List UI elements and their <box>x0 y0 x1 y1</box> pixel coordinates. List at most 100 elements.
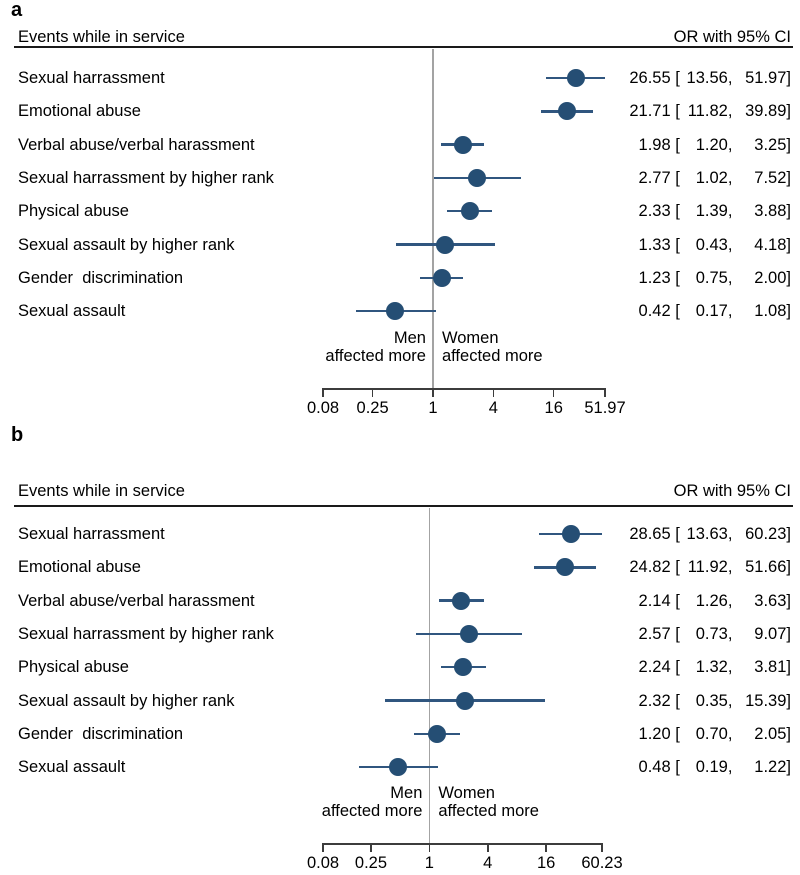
or-value: 2.57 <box>638 624 671 643</box>
x-axis-tick <box>604 388 606 397</box>
x-axis-tick <box>545 843 547 852</box>
ci-upper: 1.08 <box>754 302 787 321</box>
bracket-close: ] <box>786 268 791 287</box>
or-ci-column-header: OR with 95% CI <box>673 482 791 500</box>
ci-lower: 1.26 <box>695 591 728 610</box>
x-axis-tick <box>552 388 555 397</box>
bracket-close: ] <box>786 558 791 577</box>
row-label: Sexual harrassment <box>18 69 165 87</box>
x-axis-tick-label: 4 <box>488 399 498 417</box>
comma: , <box>727 658 733 677</box>
comma: , <box>727 302 733 321</box>
or-value: 28.65 <box>629 525 671 543</box>
or-ci-value: 1.20 [0.70, 2.05] <box>623 723 791 745</box>
row-label: Sexual assault <box>18 302 126 321</box>
or-value: 2.77 <box>638 168 671 187</box>
annot-line1: Women <box>438 784 495 802</box>
bracket-close: ] <box>786 235 791 254</box>
ci-lower: 0.35 <box>695 691 728 710</box>
comma: , <box>727 591 733 610</box>
or-ci-value: 2.32 [0.35, 15.39] <box>623 690 791 712</box>
bracket-open: [ <box>670 624 680 643</box>
events-column-header: Events while in service <box>18 482 185 500</box>
ci-upper: 39.89 <box>745 102 787 121</box>
x-axis-tick-label: 0.25 <box>356 399 389 417</box>
bracket-open: [ <box>670 135 680 154</box>
ci-upper: 7.52 <box>754 168 787 187</box>
comma: , <box>727 624 733 643</box>
or-marker <box>561 525 580 543</box>
ci-upper: 51.66 <box>745 558 787 577</box>
comma: , <box>727 525 733 543</box>
x-axis-tick-label: 0.08 <box>306 399 340 417</box>
x-axis-tick-label: 16 <box>536 854 556 872</box>
bracket-close: ] <box>786 102 791 121</box>
x-axis-tick <box>428 843 431 852</box>
or-marker <box>454 658 473 677</box>
ci-upper: 1.22 <box>754 758 787 777</box>
x-axis-tick-label: 0.25 <box>354 854 388 872</box>
bracket-open: [ <box>670 168 680 187</box>
bracket-close: ] <box>786 758 791 777</box>
row-label: Verbal abuse/verbal harassment <box>18 591 255 610</box>
row-label: Sexual assault by higher rank <box>18 691 235 710</box>
or-value: 1.20 <box>638 724 671 743</box>
bracket-close: ] <box>786 658 791 677</box>
or-ci-value: 1.98 [1.20, 3.25] <box>623 134 791 156</box>
comma: , <box>727 168 733 187</box>
row-label: Sexual assault by higher rank <box>18 235 235 254</box>
or-ci-value: 2.77 [1.02, 7.52] <box>623 167 791 189</box>
or-marker <box>453 135 472 154</box>
comma: , <box>727 558 733 577</box>
row-label: Physical abuse <box>18 202 129 221</box>
or-ci-value: 26.55 [13.56, 51.97] <box>623 67 791 89</box>
or-value: 0.42 <box>638 302 671 321</box>
or-ci-value: 0.48 [0.19, 1.22] <box>623 756 791 778</box>
ci-upper: 3.63 <box>754 591 787 610</box>
reference-line-or-1 <box>432 49 434 388</box>
ci-lower: 1.20 <box>695 135 728 154</box>
or-marker <box>468 168 487 187</box>
or-marker <box>436 235 455 254</box>
ci-lower: 11.92 <box>687 558 728 577</box>
bracket-close: ] <box>786 202 791 221</box>
or-value: 21.71 <box>629 102 671 121</box>
ci-upper: 3.88 <box>754 202 787 221</box>
annot-line1: Men <box>393 329 426 347</box>
ci-upper: 4.18 <box>754 235 787 254</box>
bracket-open: [ <box>670 758 680 777</box>
ci-upper: 3.25 <box>754 135 787 154</box>
comma: , <box>727 69 733 87</box>
bracket-open: [ <box>670 69 680 87</box>
row-label: Sexual harrassment <box>18 525 165 543</box>
or-marker <box>555 558 574 577</box>
row-label: Gender discrimination <box>18 724 184 743</box>
or-marker <box>460 624 479 643</box>
x-axis-tick-label: 51.97 <box>584 399 626 417</box>
x-axis-tick-label: 60.23 <box>581 854 623 872</box>
bracket-open: [ <box>670 558 680 577</box>
panel-letter-b: b <box>11 424 24 446</box>
x-axis-tick-label: 16 <box>544 399 563 417</box>
ci-lower: 13.56 <box>686 69 728 87</box>
or-value: 2.24 <box>638 658 671 677</box>
bracket-open: [ <box>670 658 680 677</box>
panel-letter-a: a <box>11 0 23 21</box>
comma: , <box>727 135 733 154</box>
ci-lower: 13.63 <box>686 525 728 543</box>
annot-line2: affected more <box>438 801 539 820</box>
or-ci-value: 2.33 [1.39, 3.88] <box>623 200 791 222</box>
bracket-open: [ <box>670 235 680 254</box>
annot-line2: affected more <box>325 346 426 365</box>
annot-line2: affected more <box>321 801 423 820</box>
annot-line2: affected more <box>441 346 543 365</box>
ci-upper: 15.39 <box>745 691 787 710</box>
comma: , <box>727 691 733 710</box>
ci-upper: 3.81 <box>754 658 787 677</box>
ci-lower: 0.70 <box>695 724 728 743</box>
row-label: Gender discrimination <box>18 268 184 287</box>
women-affected-more-label: Women affected more <box>438 784 539 820</box>
comma: , <box>727 724 733 743</box>
